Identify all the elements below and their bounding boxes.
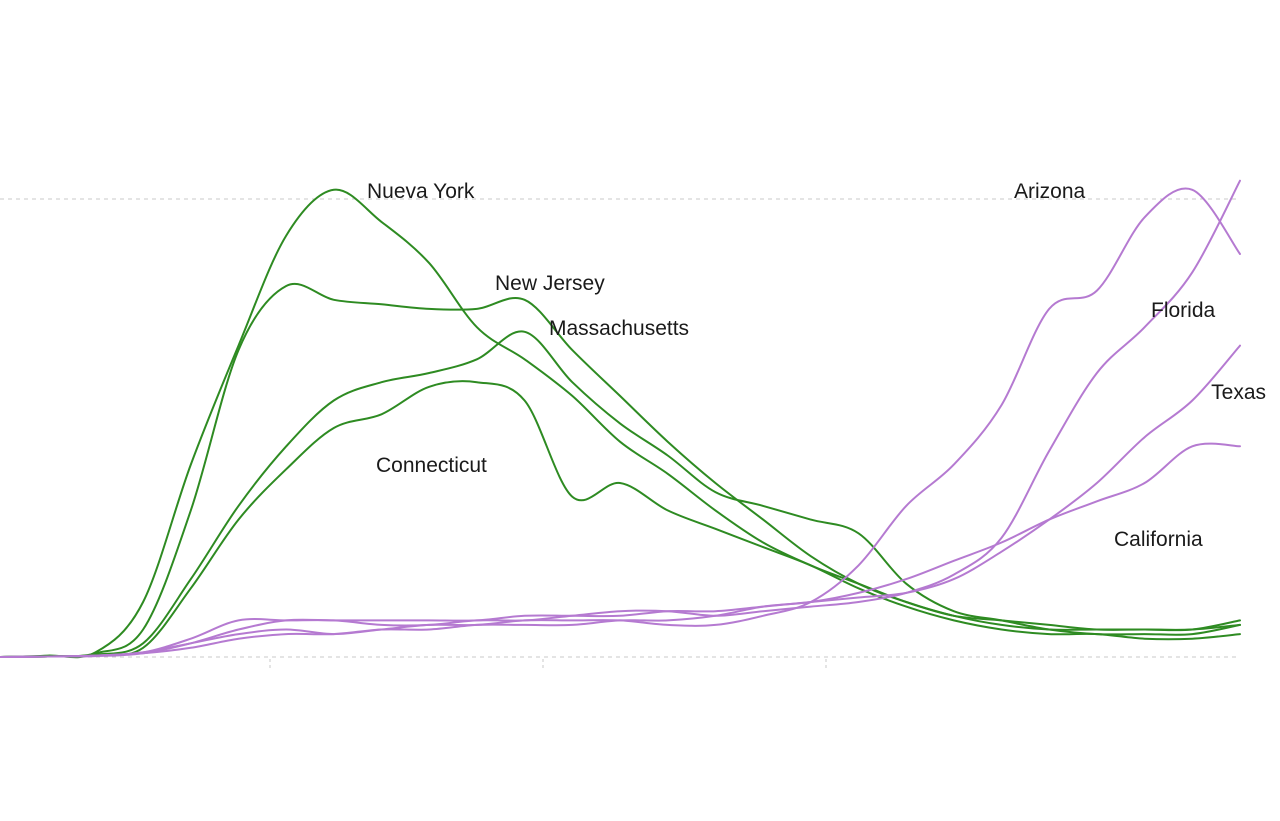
label-new-jersey: New Jersey: [495, 272, 605, 295]
series-line-florida: [0, 179, 1241, 658]
label-connecticut: Connecticut: [376, 454, 487, 477]
label-arizona: Arizona: [1014, 180, 1086, 203]
label-nueva-york: Nueva York: [367, 180, 475, 203]
x-axis-ticks: [269, 659, 827, 671]
label-california: California: [1114, 528, 1203, 551]
series-line-california: [0, 442, 1241, 658]
series-line-new-jersey: [0, 283, 1241, 658]
label-texas: Texas: [1211, 381, 1266, 404]
series-labels: Nueva York New Jersey Massachusetts Conn…: [367, 180, 1266, 551]
series-line-massachusetts: [0, 330, 1241, 658]
chart-series-lines: [0, 179, 1241, 659]
series-line-arizona: [0, 187, 1241, 658]
label-florida: Florida: [1151, 299, 1216, 322]
series-line-connecticut: [0, 380, 1241, 658]
series-line-nueva-york: [0, 188, 1241, 659]
label-massachusetts: Massachusetts: [549, 317, 689, 340]
chart-gridlines: [0, 198, 1240, 658]
